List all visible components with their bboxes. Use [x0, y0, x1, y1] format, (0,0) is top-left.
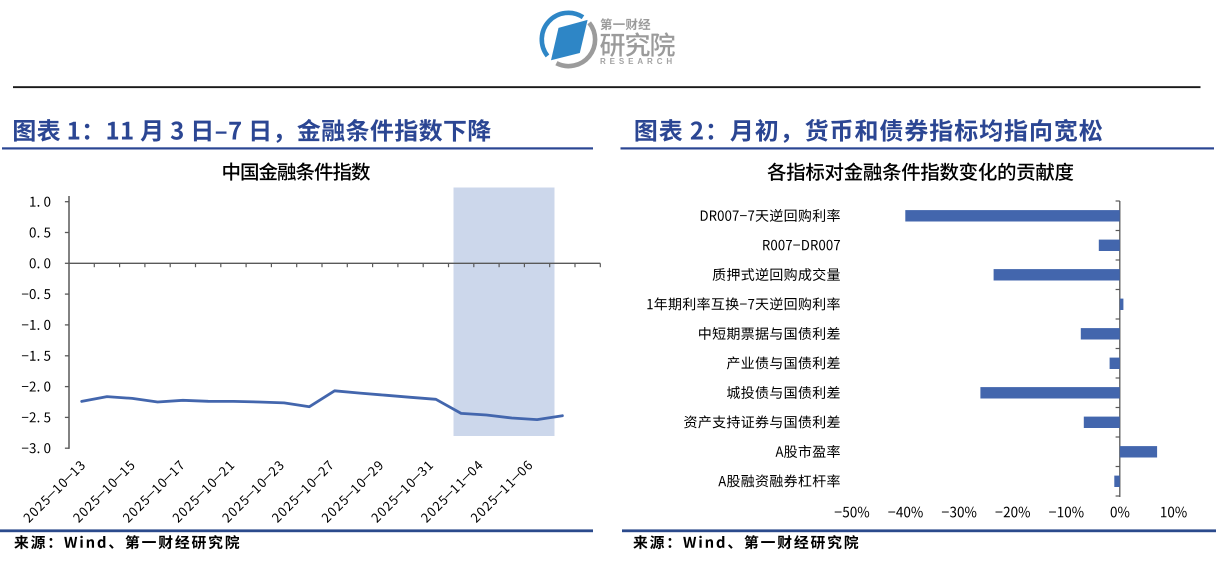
- svg-text:RESEARCH: RESEARCH: [600, 57, 676, 66]
